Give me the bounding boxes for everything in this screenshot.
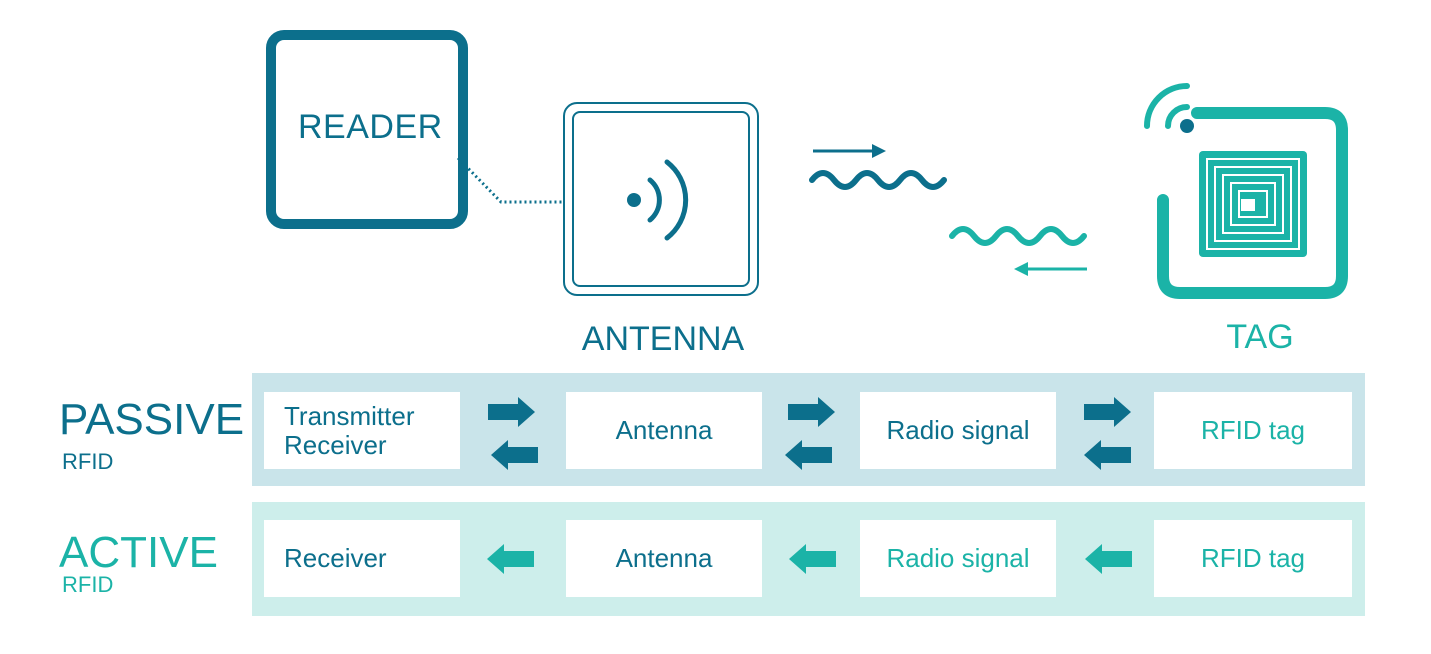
tag-label: TAG [1226,318,1294,356]
passive-title: PASSIVE [59,395,245,444]
passive-right-arrow-icon [788,397,835,427]
passive-left-arrow-icon [491,440,538,470]
passive-subtitle: RFID [62,449,114,474]
reader-label: READER [298,108,443,146]
antenna-frame-inner [572,111,750,287]
passive-left-arrow-icon [785,440,832,470]
active-receiver-cell: Receiver [264,520,460,597]
reader-device-icon [266,30,468,229]
antenna-frame-outer [563,102,759,296]
active-title: ACTIVE [59,528,218,577]
active-left-arrow-icon [1085,544,1132,574]
outgoing-arrow-icon [813,144,886,158]
active-radio-signal-cell: Radio signal [860,520,1056,597]
active-subtitle: RFID [62,572,114,597]
passive-cell-line-transmitter: Transmitter [284,400,415,431]
passive-rfid-tag-cell: RFID tag [1154,392,1352,469]
antenna-label: ANTENNA [581,320,745,358]
active-left-arrow-icon [487,544,534,574]
active-rfid-tag-cell: RFID tag [1154,520,1352,597]
passive-left-arrow-icon [1084,440,1131,470]
passive-antenna-cell: Antenna [566,392,762,469]
active-left-arrow-icon [789,544,836,574]
active-antenna-cell: Antenna [566,520,762,597]
dotted-connector [456,156,563,204]
passive-right-arrow-icon [488,397,535,427]
passive-right-arrow-icon [1084,397,1131,427]
outgoing-wave-icon [809,170,947,190]
rfid-tag-chip-icon [1144,83,1348,299]
passive-radio-signal-cell: Radio signal [860,392,1056,469]
incoming-wave-icon [949,226,1087,246]
passive-cell-line-receiver: Receiver [284,429,387,460]
passive-transmitter-receiver-cell: Transmitter Receiver [264,392,460,469]
antenna-signal-icon [627,159,689,241]
incoming-arrow-icon [1014,262,1087,276]
